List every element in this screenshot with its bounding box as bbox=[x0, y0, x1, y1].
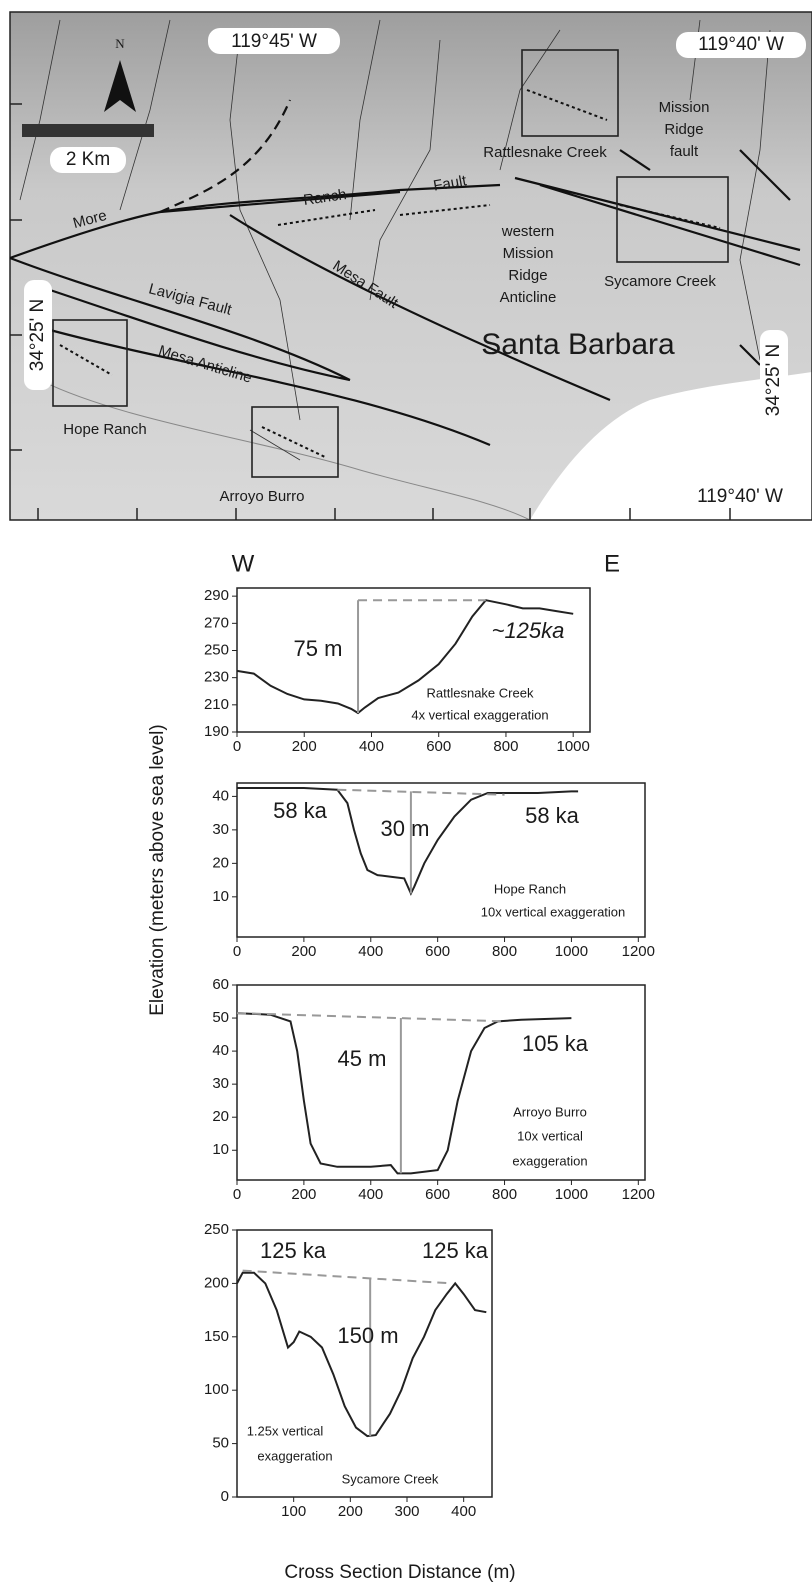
map-label: western bbox=[501, 223, 555, 240]
annotation: 10x vertical exaggeration bbox=[481, 904, 626, 919]
x-tick-label: 200 bbox=[292, 738, 317, 755]
map-label: fault bbox=[670, 143, 699, 160]
map-label: Ridge bbox=[664, 121, 703, 138]
annotation: ~125ka bbox=[492, 618, 565, 643]
map-label: Mission bbox=[659, 99, 710, 116]
terrace-projection bbox=[243, 1271, 453, 1284]
x-tick-label: 800 bbox=[492, 943, 517, 960]
figure: 119°45' W 119°40' W 119°40' W 34°25' N 3… bbox=[0, 0, 812, 1592]
x-tick-label: 600 bbox=[426, 738, 451, 755]
y-tick-label: 60 bbox=[212, 976, 229, 993]
y-tick-label: 40 bbox=[212, 1042, 229, 1059]
x-tick-label: 100 bbox=[281, 1503, 306, 1520]
x-tick-label: 1000 bbox=[555, 1186, 588, 1203]
y-tick-label: 10 bbox=[212, 888, 229, 905]
y-tick-label: 50 bbox=[212, 1435, 229, 1452]
y-tick-label: 20 bbox=[212, 1108, 229, 1125]
annotation: 150 m bbox=[337, 1323, 398, 1348]
latitude-label: 34°25' N bbox=[27, 299, 48, 372]
annotation: Arroyo Burro bbox=[513, 1104, 587, 1119]
y-tick-label: 270 bbox=[204, 614, 229, 631]
x-tick-label: 800 bbox=[493, 738, 518, 755]
y-tick-label: 100 bbox=[204, 1381, 229, 1398]
x-tick-label: 600 bbox=[425, 943, 450, 960]
y-tick-label: 250 bbox=[204, 641, 229, 658]
city-label: Santa Barbara bbox=[481, 328, 675, 361]
y-tick-label: 190 bbox=[204, 723, 229, 740]
x-tick-label: 600 bbox=[425, 1186, 450, 1203]
annotation: 4x vertical exaggeration bbox=[411, 707, 548, 722]
map-label: Ridge bbox=[508, 267, 547, 284]
direction-label: W bbox=[232, 550, 255, 577]
y-tick-label: 50 bbox=[212, 1009, 229, 1026]
longitude-label: 119°40' W bbox=[697, 486, 783, 507]
x-tick-label: 300 bbox=[394, 1503, 419, 1520]
x-tick-label: 200 bbox=[291, 1186, 316, 1203]
annotation: Sycamore Creek bbox=[342, 1471, 439, 1486]
annotation: 10x vertical bbox=[517, 1128, 583, 1143]
x-tick-label: 1200 bbox=[622, 943, 655, 960]
annotation: 45 m bbox=[338, 1046, 387, 1071]
annotation: exaggeration bbox=[257, 1448, 332, 1463]
x-tick-label: 1000 bbox=[555, 943, 588, 960]
y-tick-label: 200 bbox=[204, 1274, 229, 1291]
map: 119°45' W 119°40' W 119°40' W 34°25' N 3… bbox=[10, 12, 812, 520]
terrace-projection bbox=[337, 790, 504, 795]
x-tick-label: 200 bbox=[291, 943, 316, 960]
y-tick-label: 230 bbox=[204, 669, 229, 686]
y-tick-label: 290 bbox=[204, 587, 229, 604]
y-tick-label: 30 bbox=[212, 1075, 229, 1092]
x-axis-label: Cross Section Distance (m) bbox=[284, 1562, 515, 1583]
annotation: 125 ka bbox=[422, 1238, 489, 1263]
x-tick-label: 200 bbox=[338, 1503, 363, 1520]
longitude-label: 119°45' W bbox=[231, 31, 317, 52]
map-label: Arroyo Burro bbox=[219, 488, 304, 505]
annotation: 1.25x vertical bbox=[247, 1423, 324, 1438]
map-label: Hope Ranch bbox=[63, 421, 146, 438]
y-axis-label: Elevation (meters above sea level) bbox=[147, 724, 168, 1015]
x-tick-label: 400 bbox=[451, 1503, 476, 1520]
annotation: exaggeration bbox=[512, 1153, 587, 1168]
x-tick-label: 1000 bbox=[557, 738, 590, 755]
north-label: N bbox=[115, 36, 125, 51]
y-tick-label: 150 bbox=[204, 1328, 229, 1345]
annotation: Hope Ranch bbox=[494, 881, 566, 896]
map-label: Rattlesnake Creek bbox=[483, 144, 607, 161]
scale-label: 2 Km bbox=[66, 149, 110, 170]
y-tick-label: 10 bbox=[212, 1141, 229, 1158]
x-tick-label: 400 bbox=[358, 1186, 383, 1203]
annotation: 105 ka bbox=[522, 1031, 589, 1056]
x-tick-label: 0 bbox=[233, 738, 241, 755]
y-tick-label: 0 bbox=[221, 1488, 229, 1505]
y-tick-label: 210 bbox=[204, 696, 229, 713]
map-label: Mission bbox=[503, 245, 554, 262]
x-tick-label: 1200 bbox=[622, 1186, 655, 1203]
longitude-label: 119°40' W bbox=[698, 34, 784, 55]
annotation: 58 ka bbox=[525, 803, 580, 828]
annotation: Rattlesnake Creek bbox=[427, 685, 534, 700]
annotation: 125 ka bbox=[260, 1238, 327, 1263]
x-tick-label: 400 bbox=[359, 738, 384, 755]
profile-line bbox=[237, 1273, 486, 1436]
latitude-label: 34°25' N bbox=[763, 344, 784, 417]
x-tick-label: 800 bbox=[492, 1186, 517, 1203]
annotation: 75 m bbox=[294, 636, 343, 661]
annotation: 30 m bbox=[381, 816, 430, 841]
y-tick-label: 20 bbox=[212, 854, 229, 871]
y-tick-label: 30 bbox=[212, 821, 229, 838]
y-tick-label: 250 bbox=[204, 1221, 229, 1238]
y-tick-label: 40 bbox=[212, 787, 229, 804]
x-tick-label: 400 bbox=[358, 943, 383, 960]
x-tick-label: 0 bbox=[233, 1186, 241, 1203]
map-label: Anticline bbox=[500, 289, 557, 306]
direction-label: E bbox=[604, 550, 620, 577]
annotation: 58 ka bbox=[273, 798, 328, 823]
x-tick-label: 0 bbox=[233, 943, 241, 960]
scale-bar bbox=[22, 124, 154, 137]
map-label: Sycamore Creek bbox=[604, 273, 716, 290]
